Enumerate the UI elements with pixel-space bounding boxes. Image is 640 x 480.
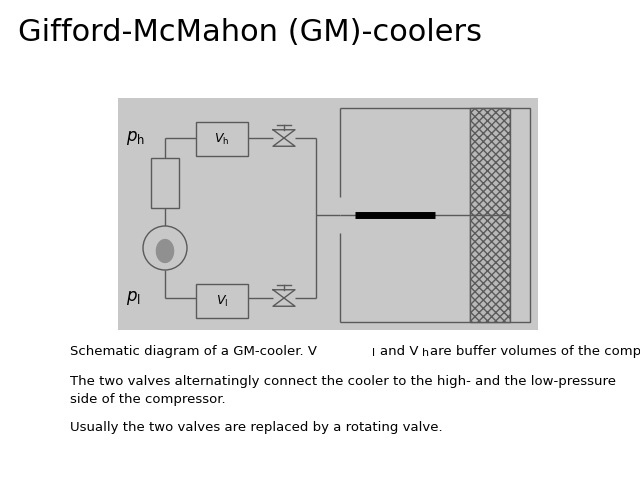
Bar	[470, 215, 510, 322]
Text: $p_\mathrm{h}$: $p_\mathrm{h}$	[126, 129, 145, 147]
Text: Schematic diagram of a GM-cooler. V: Schematic diagram of a GM-cooler. V	[70, 345, 317, 358]
Text: and V: and V	[380, 345, 419, 358]
Polygon shape	[156, 240, 173, 263]
Text: $V_\mathrm{h}$: $V_\mathrm{h}$	[214, 132, 230, 146]
Text: h: h	[422, 348, 429, 358]
Bar	[151, 158, 179, 208]
Text: Gifford-McMahon (GM)-coolers: Gifford-McMahon (GM)-coolers	[18, 18, 482, 47]
Text: $p_\mathrm{l}$: $p_\mathrm{l}$	[126, 289, 141, 307]
Text: side of the compressor.: side of the compressor.	[70, 393, 226, 406]
Text: Usually the two valves are replaced by a rotating valve.: Usually the two valves are replaced by a…	[70, 421, 443, 434]
Bar	[196, 122, 248, 156]
Circle shape	[143, 226, 187, 270]
Text: $V_\mathrm{l}$: $V_\mathrm{l}$	[216, 293, 228, 309]
Text: The two valves alternatingly connect the cooler to the high- and the low-pressur: The two valves alternatingly connect the…	[70, 375, 616, 388]
Text: are buffer volumes of the compressor.: are buffer volumes of the compressor.	[430, 345, 640, 358]
Bar	[510, 108, 530, 322]
Bar	[118, 98, 538, 330]
Bar	[196, 284, 248, 318]
Bar	[470, 108, 510, 215]
Text: l: l	[372, 348, 375, 358]
